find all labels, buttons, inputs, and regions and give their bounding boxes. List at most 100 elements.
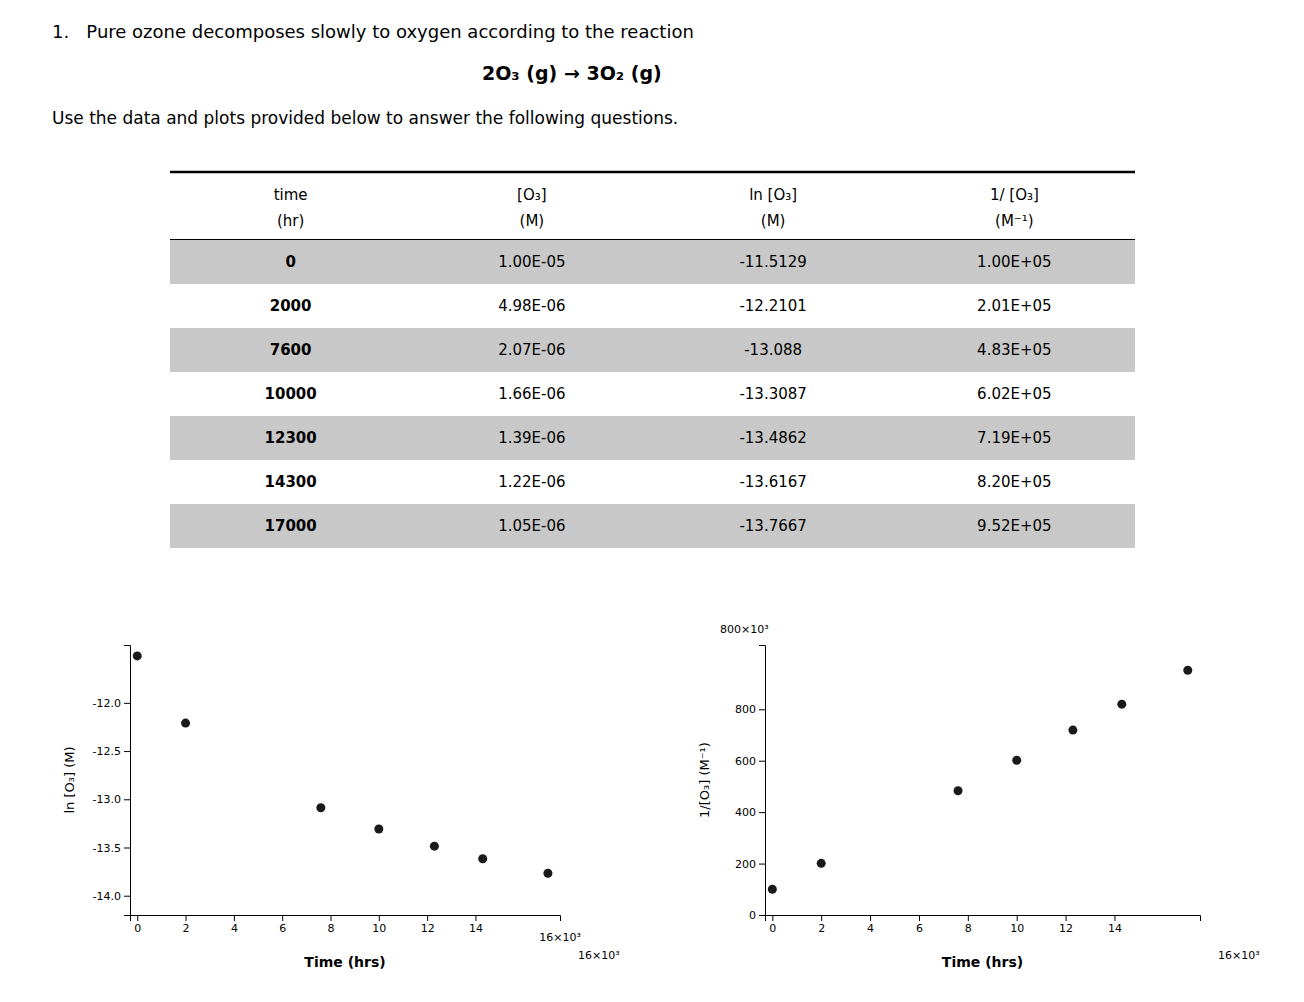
tick-label: 6 [279, 922, 286, 935]
table-cell: 17000 [265, 517, 317, 535]
tick: 6 [916, 915, 923, 935]
point [1117, 700, 1126, 709]
tick-label: 2 [183, 922, 190, 935]
tick-mark [759, 761, 765, 762]
tick-mark [1066, 915, 1067, 921]
tick-label: -13.5 [93, 842, 121, 855]
tick-mark [282, 915, 283, 921]
tick: 8 [328, 915, 335, 935]
table-cell: -13.4862 [739, 429, 806, 447]
axis-line [759, 646, 766, 916]
table-cell: 1.66E-06 [498, 385, 565, 403]
tick-mark [427, 915, 428, 921]
tick-label: 8 [328, 922, 335, 935]
tick: 0 [769, 915, 776, 935]
point [543, 869, 552, 878]
point [374, 825, 383, 834]
annotation: 16×10³ [539, 931, 581, 944]
tick-label: 14 [469, 922, 483, 935]
subtitle: Use the data and plots provided below to… [52, 108, 678, 128]
tick-mark [186, 915, 187, 921]
table-cell: 6.02E+05 [977, 385, 1052, 403]
tick-label: 6 [916, 922, 923, 935]
tick-mark [1114, 915, 1115, 921]
tick: -14.0 [93, 890, 130, 903]
tick-mark [919, 915, 920, 921]
tick-label: 600 [735, 755, 756, 768]
tick: 12 [421, 915, 435, 935]
tick-mark [124, 799, 130, 800]
column-header: (hr) [277, 212, 304, 230]
tick-mark [234, 915, 235, 921]
table-panel: 1. Pure ozone decomposes slowly to oxyge… [52, 21, 1135, 548]
axis-line [131, 916, 561, 922]
tick-label: 4 [231, 922, 238, 935]
row-shading [170, 240, 1135, 284]
axis-line [766, 916, 1201, 922]
tick-mark [772, 915, 773, 921]
column-header: time [274, 186, 308, 204]
y-axis: 0200400600800 [735, 646, 766, 923]
column-header: ln [O₃] [749, 186, 797, 204]
row-shading [170, 328, 1135, 372]
row-shading [170, 416, 1135, 460]
x-axis: 0 2 4 6 8 10 12 14 [766, 915, 1201, 935]
tick: 400 [735, 806, 765, 819]
tick-label: 0 [769, 922, 776, 935]
column-header: (M⁻¹) [995, 212, 1034, 230]
table-cell: 1.00E+05 [977, 253, 1052, 271]
tick-label: 10 [1010, 922, 1024, 935]
tick-mark [1017, 915, 1018, 921]
table-cell: -13.088 [744, 341, 802, 359]
point [181, 719, 190, 728]
table-cell: -13.6167 [739, 473, 806, 491]
tick-label: 0 [134, 922, 141, 935]
table-cell: 10000 [265, 385, 317, 403]
tick: -13.5 [93, 842, 130, 855]
tick: 4 [231, 915, 238, 935]
tick-label: 4 [867, 922, 874, 935]
tick: 600 [735, 755, 765, 768]
point [817, 859, 826, 868]
tick: 12 [1059, 915, 1073, 935]
table-cell: 1.39E-06 [498, 429, 565, 447]
annotation: 16×10³ [578, 949, 620, 962]
column-header: (M) [520, 212, 545, 230]
tick-mark [379, 915, 380, 921]
table-cell: -12.2101 [739, 297, 806, 315]
table-cell: 12300 [265, 429, 317, 447]
column-header: (M) [761, 212, 786, 230]
axis-line [124, 646, 131, 916]
table-cell: 1.05E-06 [498, 517, 565, 535]
tick: 8 [965, 915, 972, 935]
tick-mark [870, 915, 871, 921]
table-cell: 2.01E+05 [977, 297, 1052, 315]
tick-label: 2 [818, 922, 825, 935]
table-cell: -11.5129 [739, 253, 806, 271]
column-header: 1/ [O₃] [990, 186, 1039, 204]
table-cell: 2.07E-06 [498, 341, 565, 359]
title: 1. Pure ozone decomposes slowly to oxyge… [52, 21, 694, 42]
tick-label: 12 [421, 922, 435, 935]
tick: 10 [372, 915, 386, 935]
tick: -12.0 [93, 697, 130, 710]
tick-label: 0 [749, 909, 756, 922]
table-border [170, 171, 1135, 174]
tick-label: -14.0 [93, 890, 121, 903]
row-shading [170, 504, 1135, 548]
tick: 800 [735, 703, 765, 716]
tick-mark [124, 848, 130, 849]
tick-mark [821, 915, 822, 921]
table-cell: 2000 [270, 297, 312, 315]
tick-mark [137, 915, 138, 921]
table-cell: 8.20E+05 [977, 473, 1052, 491]
tick-mark [759, 864, 765, 865]
table-cell: -13.7667 [739, 517, 806, 535]
tick-label: 800 [735, 703, 756, 716]
point [478, 854, 487, 863]
tick: 14 [1108, 915, 1122, 935]
point [1068, 726, 1077, 735]
x-axis: 0 2 4 6 8 10 12 14 [131, 915, 561, 935]
table-cell: 1.22E-06 [498, 473, 565, 491]
tick-label: 400 [735, 806, 756, 819]
